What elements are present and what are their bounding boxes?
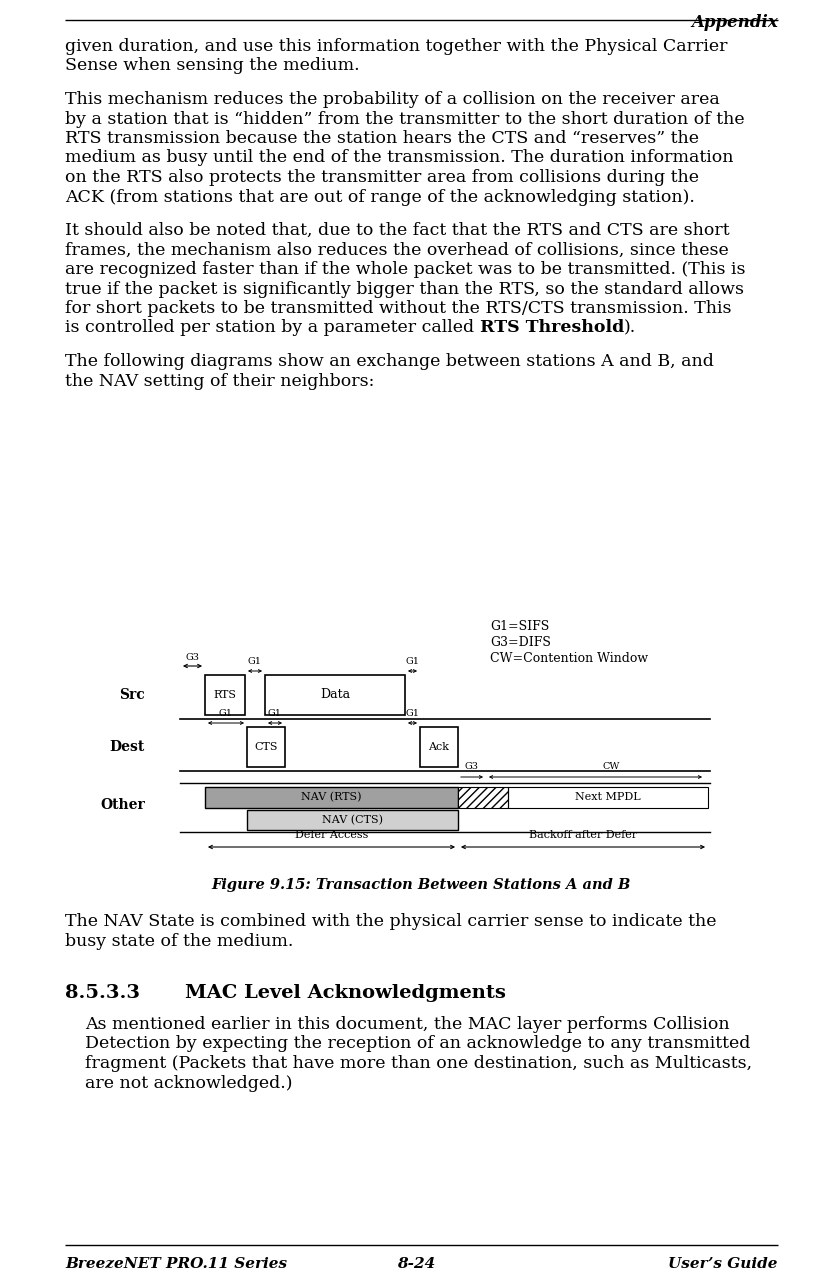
Text: by a station that is “hidden” from the transmitter to the short duration of the: by a station that is “hidden” from the t… [65,110,745,127]
Text: Figure 9.15: Transaction Between Stations A and B: Figure 9.15: Transaction Between Station… [212,878,631,892]
Text: G1: G1 [406,709,420,718]
Bar [265,674,405,715]
Text: BreezeNET PRO.11 Series: BreezeNET PRO.11 Series [65,1257,287,1270]
Text: MAC Level Acknowledgments: MAC Level Acknowledgments [185,984,506,1002]
Text: Detection by expecting the reception of an acknowledge to any transmitted: Detection by expecting the reception of … [85,1035,751,1053]
Bar [420,726,458,767]
Text: CW=Contention Window: CW=Contention Window [490,652,648,665]
Text: 8-24: 8-24 [397,1257,435,1270]
Text: medium as busy until the end of the transmission. The duration information: medium as busy until the end of the tran… [65,150,734,166]
Text: busy state of the medium.: busy state of the medium. [65,932,293,950]
Text: RTS Threshold: RTS Threshold [480,320,624,337]
Text: for short packets to be transmitted without the RTS/CTS transmission. This: for short packets to be transmitted with… [65,300,731,318]
Text: G3: G3 [465,762,479,771]
Text: Defer Access: Defer Access [295,831,368,839]
Text: are recognized faster than if the whole packet was to be transmitted. (This is: are recognized faster than if the whole … [65,262,746,278]
Text: CTS: CTS [254,742,277,752]
Text: As mentioned earlier in this document, the MAC layer performs Collision: As mentioned earlier in this document, t… [85,1016,730,1033]
Text: Ack: Ack [428,742,450,752]
Bar [508,787,708,808]
Bar [247,810,458,831]
Text: RTS: RTS [213,690,237,700]
Text: Appendix: Appendix [691,14,778,30]
Text: ).: ). [624,320,636,337]
Text: G1: G1 [219,709,233,718]
Text: Sense when sensing the medium.: Sense when sensing the medium. [65,57,360,75]
Text: G1: G1 [248,657,262,665]
Text: on the RTS also protects the transmitter area from collisions during the: on the RTS also protects the transmitter… [65,169,699,185]
Text: 8.5.3.3: 8.5.3.3 [65,984,140,1002]
Text: fragment (Packets that have more than one destination, such as Multicasts,: fragment (Packets that have more than on… [85,1055,752,1072]
Bar [205,674,245,715]
Text: Dest: Dest [110,740,145,754]
Text: This mechanism reduces the probability of a collision on the receiver area: This mechanism reduces the probability o… [65,91,720,108]
Text: G1: G1 [406,657,420,665]
Bar [205,787,458,808]
Text: are not acknowledged.): are not acknowledged.) [85,1074,292,1091]
Text: ACK (from stations that are out of range of the acknowledging station).: ACK (from stations that are out of range… [65,188,695,206]
Text: G3=DIFS: G3=DIFS [490,636,551,649]
Text: frames, the mechanism also reduces the overhead of collisions, since these: frames, the mechanism also reduces the o… [65,241,729,259]
Bar [458,787,508,808]
Text: G1: G1 [268,709,282,718]
Text: Next MPDL: Next MPDL [576,792,641,803]
Text: Other: Other [100,798,145,812]
Text: The NAV State is combined with the physical carrier sense to indicate the: The NAV State is combined with the physi… [65,913,716,930]
Text: NAV (RTS): NAV (RTS) [302,792,362,803]
Text: CW: CW [603,762,621,771]
Text: RTS transmission because the station hears the CTS and “reserves” the: RTS transmission because the station hea… [65,130,699,147]
Bar [247,726,285,767]
Text: is controlled per station by a parameter called: is controlled per station by a parameter… [65,320,480,337]
Text: It should also be noted that, due to the fact that the RTS and CTS are short: It should also be noted that, due to the… [65,222,730,239]
Text: NAV (CTS): NAV (CTS) [322,815,383,826]
Text: The following diagrams show an exchange between stations A and B, and: The following diagrams show an exchange … [65,353,714,370]
Text: Data: Data [320,688,350,701]
Text: the NAV setting of their neighbors:: the NAV setting of their neighbors: [65,372,374,390]
Text: User’s Guide: User’s Guide [669,1257,778,1270]
Text: Backoff after Defer: Backoff after Defer [529,831,637,839]
Text: G1=SIFS: G1=SIFS [490,620,549,632]
Text: Src: Src [119,688,145,702]
Text: true if the packet is significantly bigger than the RTS, so the standard allows: true if the packet is significantly bigg… [65,281,744,297]
Text: G3: G3 [186,653,199,662]
Text: given duration, and use this information together with the Physical Carrier: given duration, and use this information… [65,38,727,55]
